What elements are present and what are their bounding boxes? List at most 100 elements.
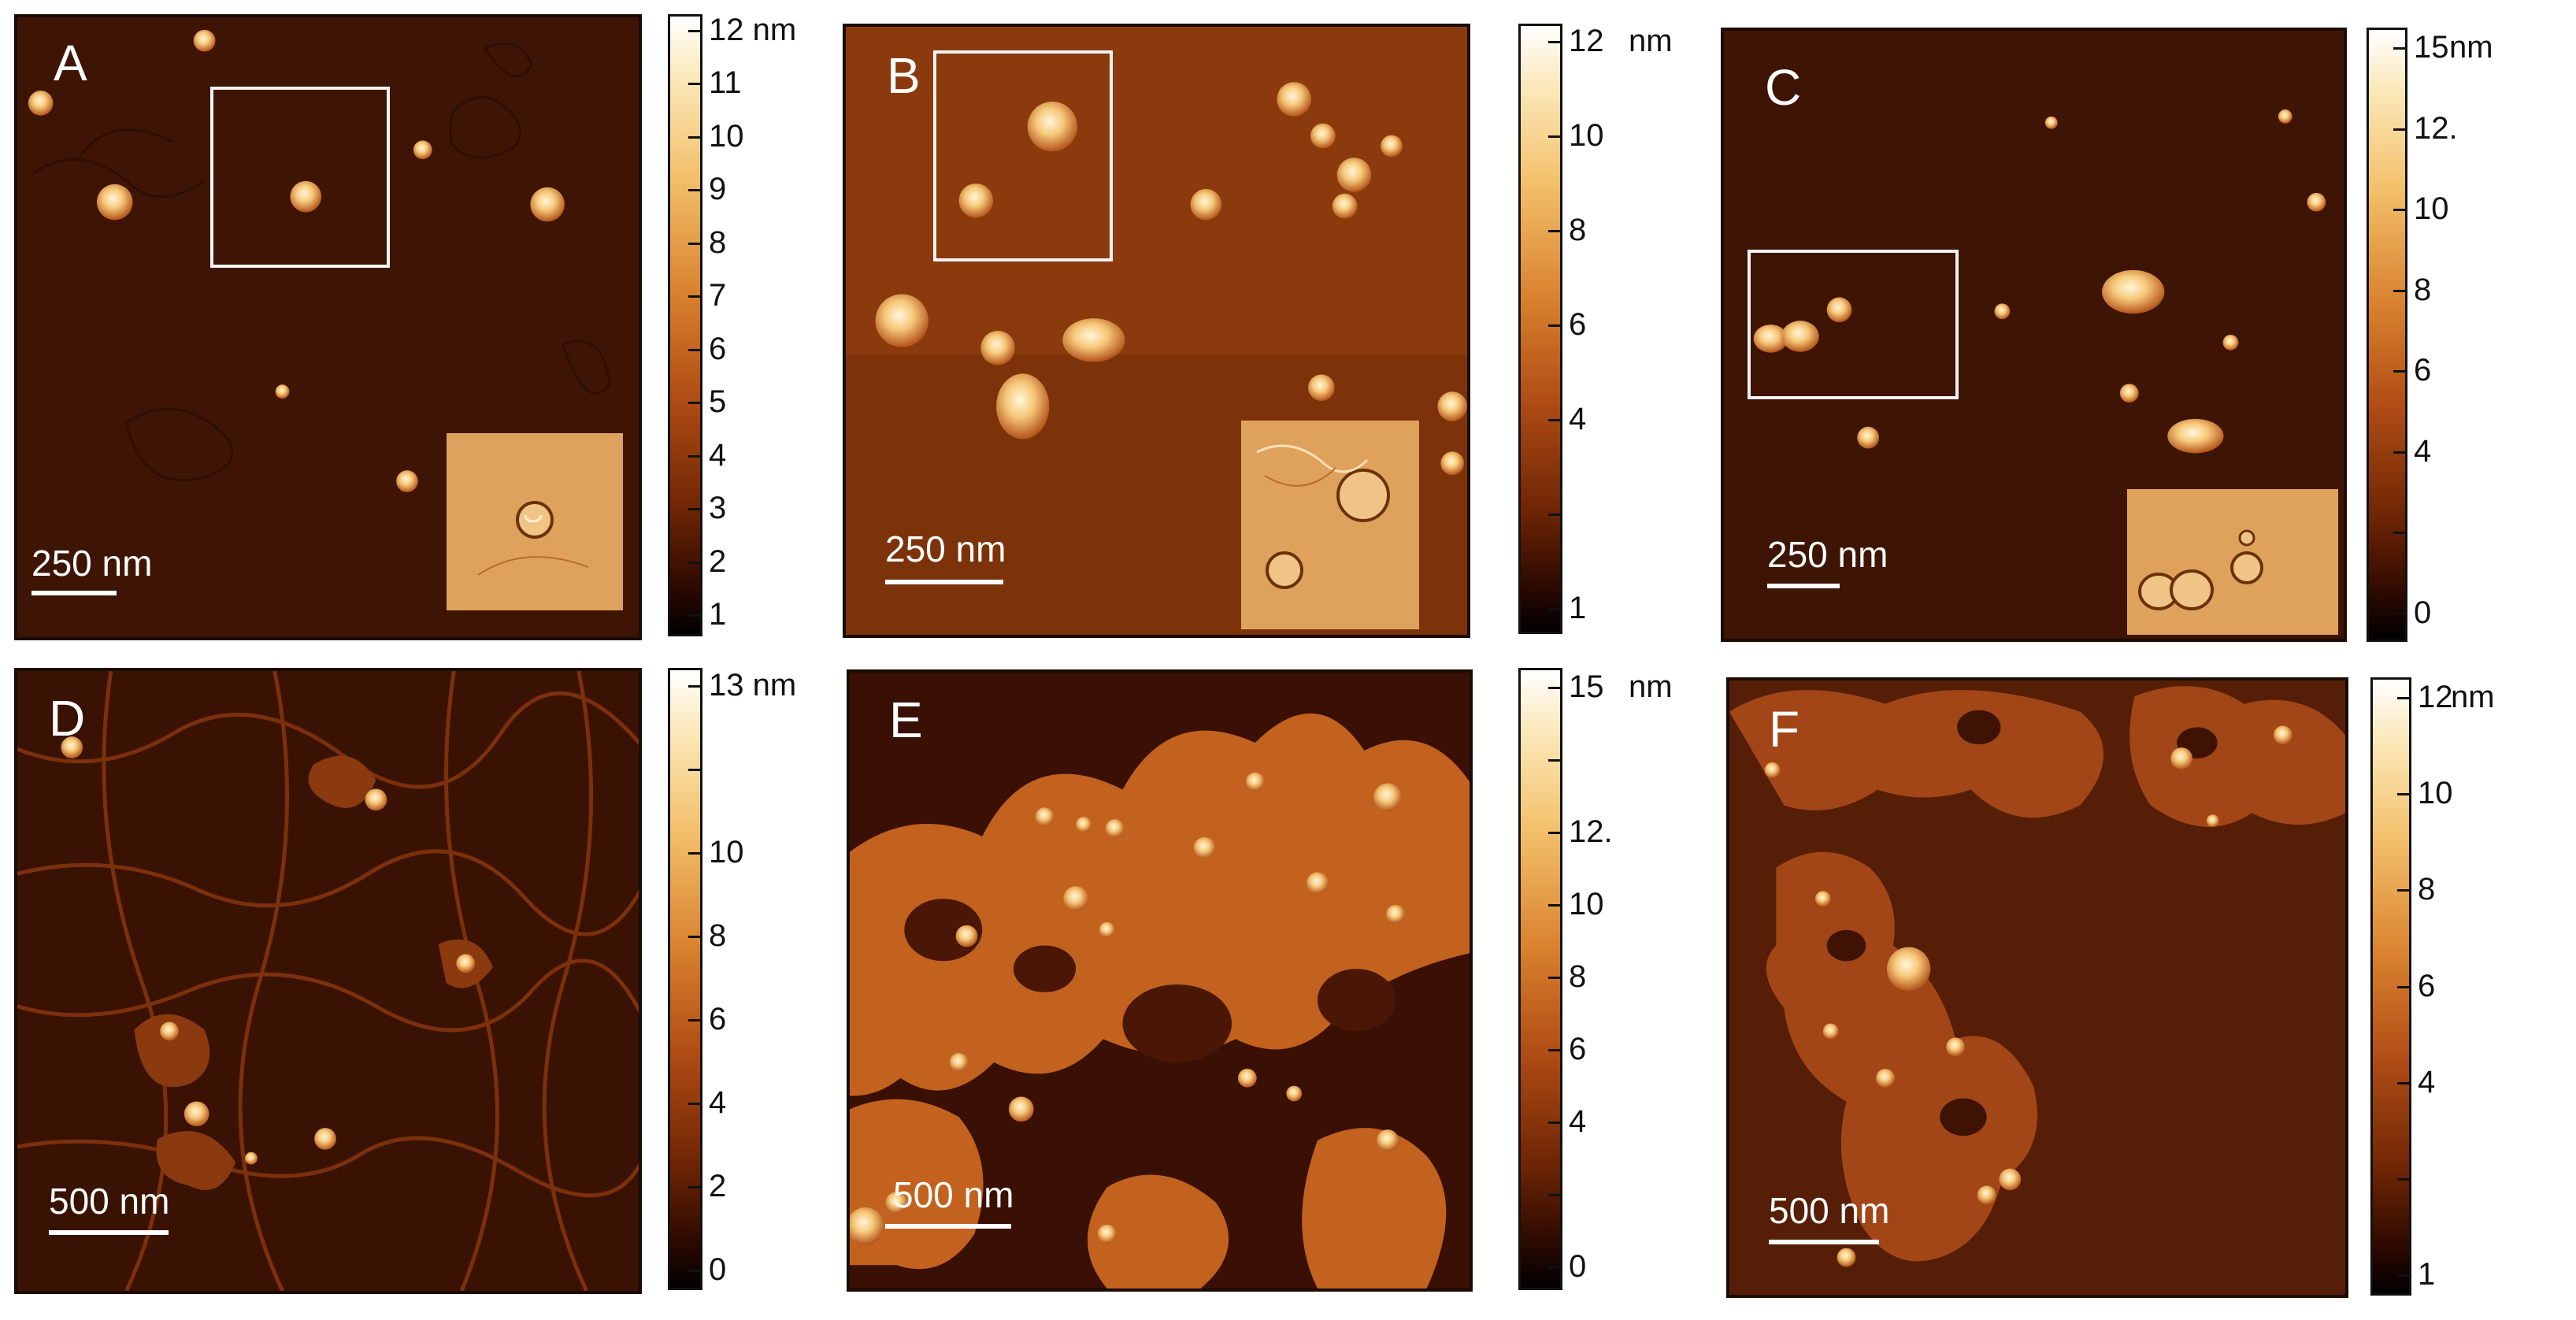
scale-bar-c <box>1767 584 1840 588</box>
colorbar-tick-label-b: 10 <box>1569 118 1604 153</box>
colorbar-tick-d <box>688 1103 702 1105</box>
colorbar-tick-e <box>1548 1266 1562 1269</box>
colorbar-tick-label-a: 5 <box>709 384 727 420</box>
roi-box-b <box>933 50 1113 261</box>
colorbar-tick-c <box>2393 370 2407 373</box>
colorbar-tick-label-a: 7 <box>709 278 727 313</box>
colorbar-tick-label-f: 6 <box>2418 968 2436 1003</box>
afm-image-d <box>17 671 639 1291</box>
colorbar-tick-f <box>2397 889 2411 892</box>
afm-panel-a: A 250 nm <box>14 14 642 640</box>
colorbar-tick-e <box>1548 759 1562 762</box>
scale-bar-label-c: 250 nm <box>1767 534 1888 575</box>
panel-label-e: E <box>889 692 923 748</box>
panel-label-c: C <box>1765 59 1802 116</box>
afm-image-e <box>850 673 1470 1288</box>
colorbar-tick-e <box>1548 904 1562 907</box>
colorbar-tick-label-d: 2 <box>709 1169 727 1203</box>
colorbar-tick-label-a: 4 <box>709 437 727 473</box>
afm-panel-f: F 500 nm <box>1726 677 2348 1298</box>
afm-panel-d: D 500 nm <box>14 668 642 1294</box>
inset-image-b <box>1241 421 1419 629</box>
colorbar-tick-c <box>2393 128 2407 131</box>
colorbar-tick-label-d: 0 <box>709 1252 727 1287</box>
colorbar-tick-f <box>2397 1177 2411 1181</box>
colorbar-tick-c <box>2393 613 2407 615</box>
colorbar-tick-f <box>2397 1081 2411 1085</box>
colorbar-tick-c <box>2393 532 2407 535</box>
colorbar-tick-c <box>2393 451 2407 454</box>
colorbar-tick-d <box>688 1019 702 1022</box>
colorbar-tick-label-c: 0 <box>2414 595 2432 630</box>
colorbar-unit-c: nm <box>2449 30 2493 65</box>
colorbar-tick-label-e: 15 <box>1569 669 1604 704</box>
colorbar-tick-a <box>688 561 702 564</box>
colorbar-tick-d <box>688 936 702 938</box>
scale-bar-label-d: 500 nm <box>49 1181 170 1222</box>
colorbar-tick-d <box>688 769 702 771</box>
colorbar-tick-e <box>1548 1122 1562 1124</box>
colorbar-tick-label-d: 10 <box>709 835 744 869</box>
colorbar-tick-label-e: 12. <box>1569 814 1613 849</box>
colorbar-tick-f <box>2397 985 2411 988</box>
colorbar-tick-a <box>688 242 702 245</box>
colorbar-tick-a <box>688 614 702 617</box>
colorbar-unit-e: nm <box>1629 669 1673 704</box>
colorbar-tick-label-a: 2 <box>709 543 727 579</box>
colorbar-tick-f <box>2397 697 2411 699</box>
colorbar-tick-label-c: 15 <box>2414 30 2449 65</box>
colorbar-tick-e <box>1548 687 1562 689</box>
colorbar-tick-b <box>1548 135 1562 138</box>
colorbar-tick-label-c: 4 <box>2414 433 2432 469</box>
scale-bar-label-f: 500 nm <box>1769 1190 1890 1231</box>
afm-panel-e: E 500 nm <box>847 669 1473 1292</box>
scale-bar-d <box>49 1230 169 1235</box>
roi-box-c <box>1748 250 1959 399</box>
colorbar-tick-a <box>688 348 702 351</box>
colorbar-tick-d <box>688 1186 702 1188</box>
colorbar-tick-d <box>688 852 702 855</box>
colorbar-tick-label-e: 8 <box>1569 959 1587 994</box>
colorbar-tick-a <box>688 295 702 298</box>
colorbar-tick-b <box>1548 608 1562 610</box>
colorbar-tick-label-a: 10 <box>709 118 744 154</box>
colorbar-tick-e <box>1548 832 1562 834</box>
colorbar-tick-e <box>1548 1049 1562 1051</box>
scale-bar-f <box>1769 1240 1879 1244</box>
scale-bar-label-e: 500 nm <box>893 1174 1014 1215</box>
colorbar-tick-label-c: 10 <box>2414 191 2449 227</box>
colorbar-tick-label-a: 9 <box>709 172 727 207</box>
colorbar-tick-label-d: 8 <box>709 918 727 953</box>
colorbar-tick-f <box>2397 793 2411 796</box>
colorbar-tick-b <box>1548 230 1562 232</box>
colorbar-tick-label-f: 1 <box>2418 1257 2436 1292</box>
panel-label-d: D <box>49 690 86 747</box>
colorbar-tick-f <box>2397 1274 2411 1277</box>
colorbar-tick-label-f: 8 <box>2418 872 2436 907</box>
colorbar-tick-c <box>2393 209 2407 212</box>
panel-label-b: B <box>887 47 921 104</box>
colorbar-tick-d <box>688 685 702 688</box>
colorbar-tick-a <box>688 508 702 511</box>
colorbar-tick-c <box>2393 289 2407 292</box>
colorbar-tick-label-b: 1 <box>1569 591 1587 625</box>
colorbar-gradient-c <box>2367 28 2407 642</box>
colorbar-tick-a <box>688 135 702 139</box>
colorbar-tick-e <box>1548 977 1562 979</box>
scale-bar-b <box>885 580 1003 584</box>
colorbar-tick-a <box>688 30 702 32</box>
colorbar-tick-a <box>688 402 702 405</box>
colorbar-tick-label-e: 0 <box>1569 1249 1587 1284</box>
colorbar-tick-label-d: 13 nm <box>709 668 797 703</box>
colorbar-tick-b <box>1548 41 1562 43</box>
panel-label-a: A <box>54 35 87 91</box>
colorbar-gradient-b <box>1518 24 1562 634</box>
colorbar-gradient-e <box>1518 668 1562 1290</box>
roi-box-a <box>210 87 390 268</box>
inset-image-c <box>2127 489 2338 635</box>
colorbar-tick-label-a: 12 nm <box>709 13 797 47</box>
afm-panel-b: B 250 nm <box>843 24 1470 638</box>
colorbar-tick-label-a: 3 <box>709 491 727 526</box>
colorbar-tick-label-f: 4 <box>2418 1064 2436 1099</box>
colorbar-tick-a <box>688 189 702 192</box>
